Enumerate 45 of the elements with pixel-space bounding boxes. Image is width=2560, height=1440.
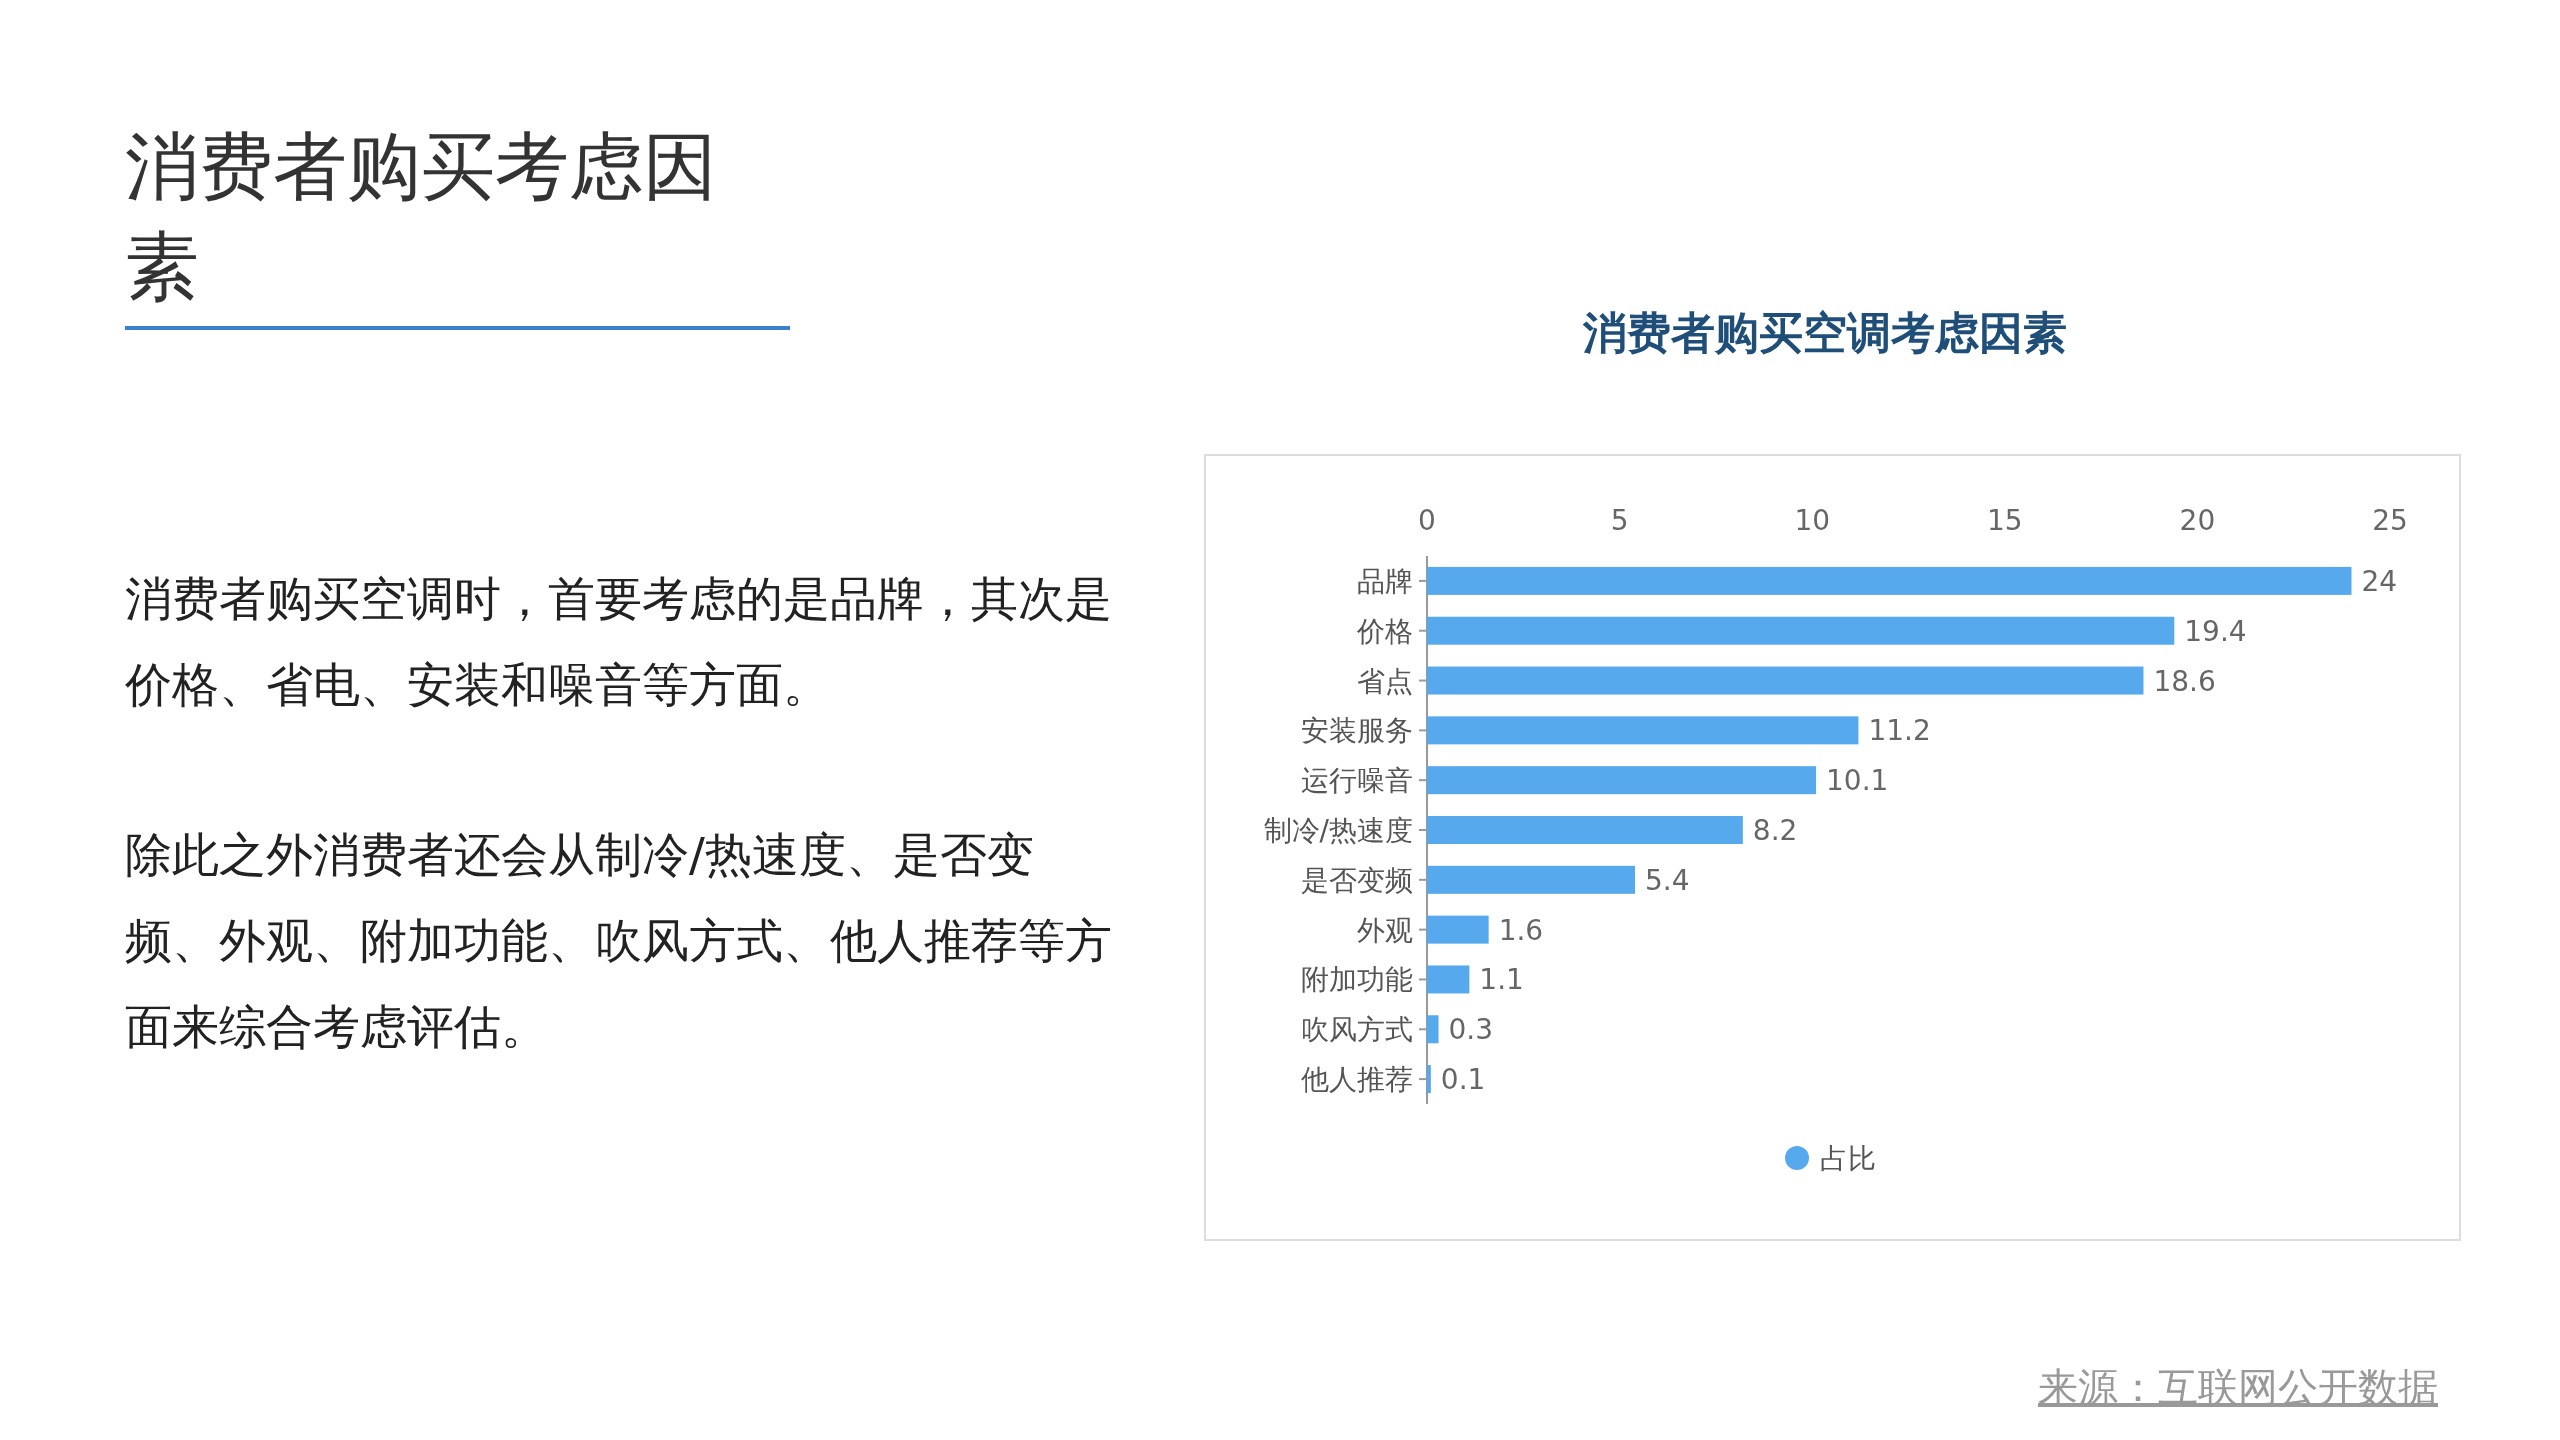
bar: [1427, 865, 1636, 894]
bar: [1427, 965, 1470, 994]
y-tick-label: 他人推荐: [1301, 1063, 1413, 1097]
chart-title: 消费者购买空调考虑因素: [1582, 307, 2067, 358]
bar: [1427, 666, 2144, 695]
data-label: 0.1: [1440, 1063, 1486, 1097]
text: 除此之外消费者还会从制冷/热速度、是否变频、外观、附加功能、吹风方式、他人推荐等方面来综合考虑评估。: [125, 826, 1113, 1056]
x-tick-label: 20: [2179, 504, 2216, 537]
bar: [1427, 1015, 1439, 1044]
data-label: 11.2: [1868, 714, 1931, 748]
y-tick-label: 制冷/热速度: [1263, 814, 1413, 847]
y-tick-label: 是否变频: [1301, 863, 1413, 897]
data-label: 24: [2361, 564, 2398, 598]
y-tick-label: 省点: [1357, 664, 1413, 698]
data-label: 5.4: [1645, 863, 1690, 897]
x-tick-label: 0: [1418, 504, 1436, 537]
y-tick-label: 运行噪音: [1301, 764, 1413, 798]
y-tick-label: 吹风方式: [1301, 1013, 1413, 1047]
bar: [1427, 915, 1489, 944]
bar: [1427, 816, 1743, 844]
data-label: 1.6: [1498, 913, 1544, 947]
y-tick-label: 价格: [1356, 614, 1413, 648]
bar: [1427, 766, 1817, 795]
data-label: 0.3: [1448, 1013, 1494, 1047]
source-note: 来源：互联网公开数据: [2038, 1363, 2438, 1412]
y-tick-label: 外观: [1357, 913, 1413, 947]
y-tick-label: 安装服务: [1301, 714, 1413, 748]
data-label: 1.1: [1479, 963, 1524, 997]
bar: [1427, 566, 2352, 595]
data-label: 10.1: [1826, 764, 1889, 798]
data-label: 8.2: [1752, 814, 1798, 847]
y-tick-label: 附加功能: [1301, 963, 1413, 997]
x-tick-label: 25: [2372, 504, 2408, 537]
x-tick-label: 5: [1610, 504, 1629, 537]
x-tick-label: 10: [1794, 504, 1831, 537]
text: 消费者购买考虑因素: [125, 118, 790, 330]
x-tick-label: 15: [1986, 504, 2023, 537]
legend-label: 占比: [1820, 1142, 1876, 1175]
bar: [1427, 616, 2175, 645]
bar: [1427, 716, 1859, 745]
bar: [1427, 1065, 1431, 1094]
y-tick-label: 品牌: [1357, 564, 1413, 598]
text: 消费者购买空调时，首要考虑的是品牌，其次是价格、省电、安装和噪音等方面。: [125, 570, 1113, 714]
data-label: 19.4: [2184, 614, 2247, 648]
data-label: 18.6: [2153, 664, 2216, 698]
